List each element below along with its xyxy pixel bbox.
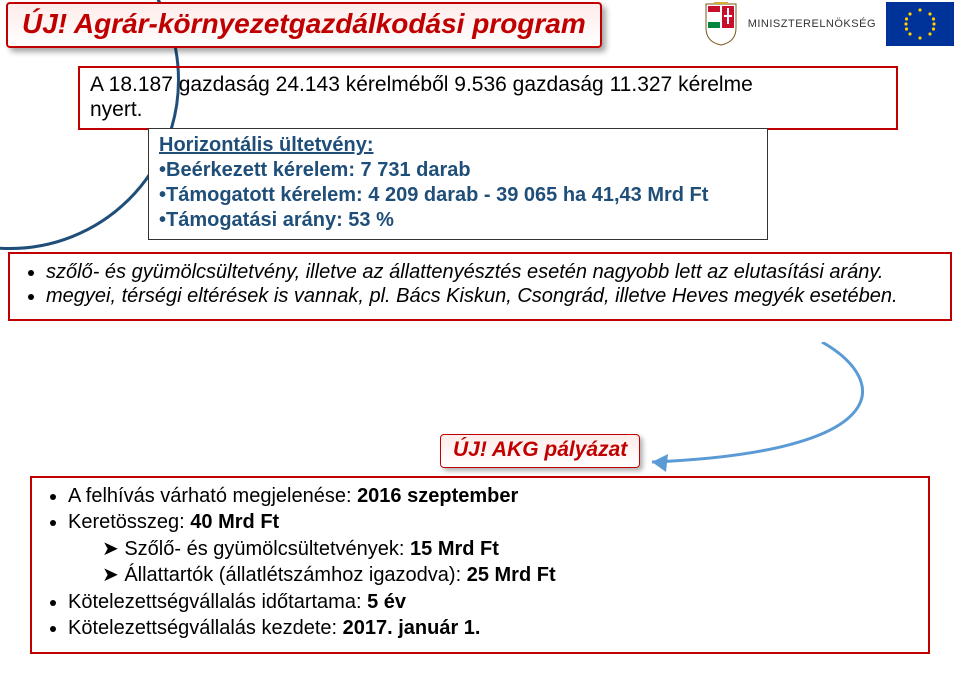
remark-1: szőlő- és gyümölcsültetvény, illetve az … xyxy=(46,260,940,284)
page-title: ÚJ! Agrár-környezetgazdálkodási program xyxy=(22,8,586,39)
bottom-list-box: A felhívás várható megjelenése: 2016 sze… xyxy=(30,476,930,654)
s2-label: Állattartók (állatlétszámhoz igazodva): xyxy=(124,564,466,586)
hz-line-1: •Beérkezett kérelem: 7 731 darab xyxy=(159,158,759,183)
horizontal-plantation-box: Horizontális ültetvény: •Beérkezett kére… xyxy=(148,128,768,240)
header-logos: MINISZTERELNÖKSÉG xyxy=(704,2,954,46)
akg-badge: ÚJ! AKG pályázat xyxy=(440,434,640,468)
stat-line-box: A 18.187 gazdaság 24.143 kérelméből 9.53… xyxy=(78,66,898,130)
bottom-sub-2: Állattartók (állatlétszámhoz igazodva): … xyxy=(102,563,918,589)
bottom-item-1: A felhívás várható megjelenése: 2016 sze… xyxy=(68,484,918,510)
akg-badge-text: ÚJ! AKG pályázat xyxy=(453,438,627,461)
s2-value: 25 Mrd Ft xyxy=(467,564,556,586)
bottom-item-2: Keretösszeg: 40 Mrd Ft Szőlő- és gyümölc… xyxy=(68,510,918,589)
b2-value: 40 Mrd Ft xyxy=(190,511,279,533)
hz-line-3: •Támogatási arány: 53 % xyxy=(159,208,759,233)
bottom-sub-1: Szőlő- és gyümölcsültetvények: 15 Mrd Ft xyxy=(102,537,918,563)
s1-value: 15 Mrd Ft xyxy=(410,538,499,560)
b4-value: 2017. január 1. xyxy=(343,617,481,639)
bottom-item-3: Kötelezettségvállalás időtartama: 5 év xyxy=(68,590,918,616)
remark-2: megyei, térségi eltérések is vannak, pl.… xyxy=(46,284,940,308)
ministry-label: MINISZTERELNÖKSÉG xyxy=(748,18,876,30)
bottom-item-4: Kötelezettségvállalás kezdete: 2017. jan… xyxy=(68,616,918,642)
arrow-swoop-icon xyxy=(632,342,932,482)
header: ÚJ! Agrár-környezetgazdálkodási program … xyxy=(0,0,960,54)
b3-value: 5 év xyxy=(367,591,406,613)
hz-heading: Horizontális ültetvény: xyxy=(159,133,759,158)
stat-line-b: nyert. xyxy=(90,98,143,121)
coat-of-arms-icon xyxy=(704,2,738,46)
eu-flag-icon xyxy=(886,2,954,46)
b1-label: A felhívás várható megjelenése: xyxy=(68,485,357,507)
remarks-box: szőlő- és gyümölcsültetvény, illetve az … xyxy=(8,252,952,321)
b4-label: Kötelezettségvállalás kezdete: xyxy=(68,617,343,639)
b2-label: Keretösszeg: xyxy=(68,511,190,533)
page-title-box: ÚJ! Agrár-környezetgazdálkodási program xyxy=(6,2,602,48)
stat-line-a: A 18.187 gazdaság 24.143 kérelméből 9.53… xyxy=(90,73,753,96)
b3-label: Kötelezettségvállalás időtartama: xyxy=(68,591,367,613)
s1-label: Szőlő- és gyümölcsültetvények: xyxy=(124,538,410,560)
hz-line-2: •Támogatott kérelem: 4 209 darab - 39 06… xyxy=(159,183,759,208)
b1-value: 2016 szeptember xyxy=(357,485,518,507)
